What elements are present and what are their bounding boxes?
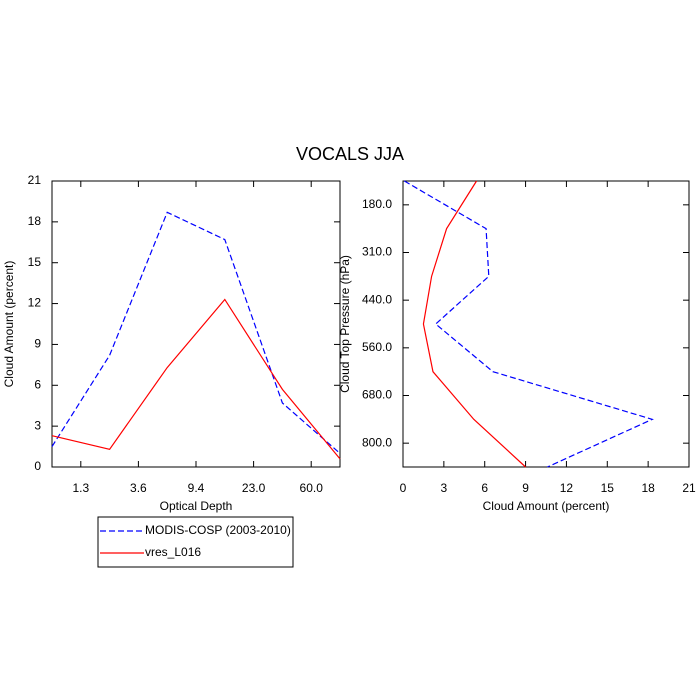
x-tick-label: 0 <box>400 481 407 495</box>
series-line <box>51 211 341 454</box>
legend-label: MODIS-COSP (2003-2010) <box>145 523 291 537</box>
y-tick-label: 3 <box>34 418 41 432</box>
x-tick-label: 12 <box>560 481 574 495</box>
y-tick-label: 12 <box>28 296 42 310</box>
y-tick-label: 800.0 <box>362 435 392 449</box>
x-tick-label: 21 <box>682 481 696 495</box>
legend-label: vres_L016 <box>145 545 201 559</box>
x-tick-label: 3 <box>441 481 448 495</box>
y-tick-label: 0 <box>34 459 41 473</box>
y-tick-label: 180.0 <box>362 197 392 211</box>
y-tick-label: 680.0 <box>362 388 392 402</box>
series-line <box>51 298 341 460</box>
x-tick-label: 60.0 <box>300 481 324 495</box>
y-tick-label: 560.0 <box>362 340 392 354</box>
y-tick-label: 9 <box>34 337 41 351</box>
y-tick-label: 15 <box>28 255 42 269</box>
x-tick-label: 9 <box>522 481 529 495</box>
x-tick-label: 23.0 <box>242 481 266 495</box>
legend-box <box>97 516 294 568</box>
x-tick-label: 3.6 <box>130 481 147 495</box>
x-axis-title: Optical Depth <box>160 499 233 513</box>
series-line <box>404 180 654 468</box>
plot-frame <box>402 180 690 468</box>
y-tick-label: 6 <box>34 377 41 391</box>
x-tick-label: 1.3 <box>72 481 89 495</box>
y-tick-label: 21 <box>28 173 42 187</box>
y-axis-title: Cloud Amount (percent) <box>2 261 16 388</box>
series-line <box>422 180 526 468</box>
x-tick-label: 15 <box>601 481 615 495</box>
y-tick-label: 310.0 <box>362 245 392 259</box>
x-tick-label: 18 <box>641 481 655 495</box>
x-tick-label: 6 <box>481 481 488 495</box>
x-tick-label: 9.4 <box>188 481 205 495</box>
y-axis-title: Cloud Top Pressure (hPa) <box>338 255 352 393</box>
y-tick-label: 440.0 <box>362 292 392 306</box>
x-axis-title: Cloud Amount (percent) <box>483 499 610 513</box>
y-tick-label: 18 <box>28 214 42 228</box>
figure-title: VOCALS JJA <box>296 144 404 164</box>
